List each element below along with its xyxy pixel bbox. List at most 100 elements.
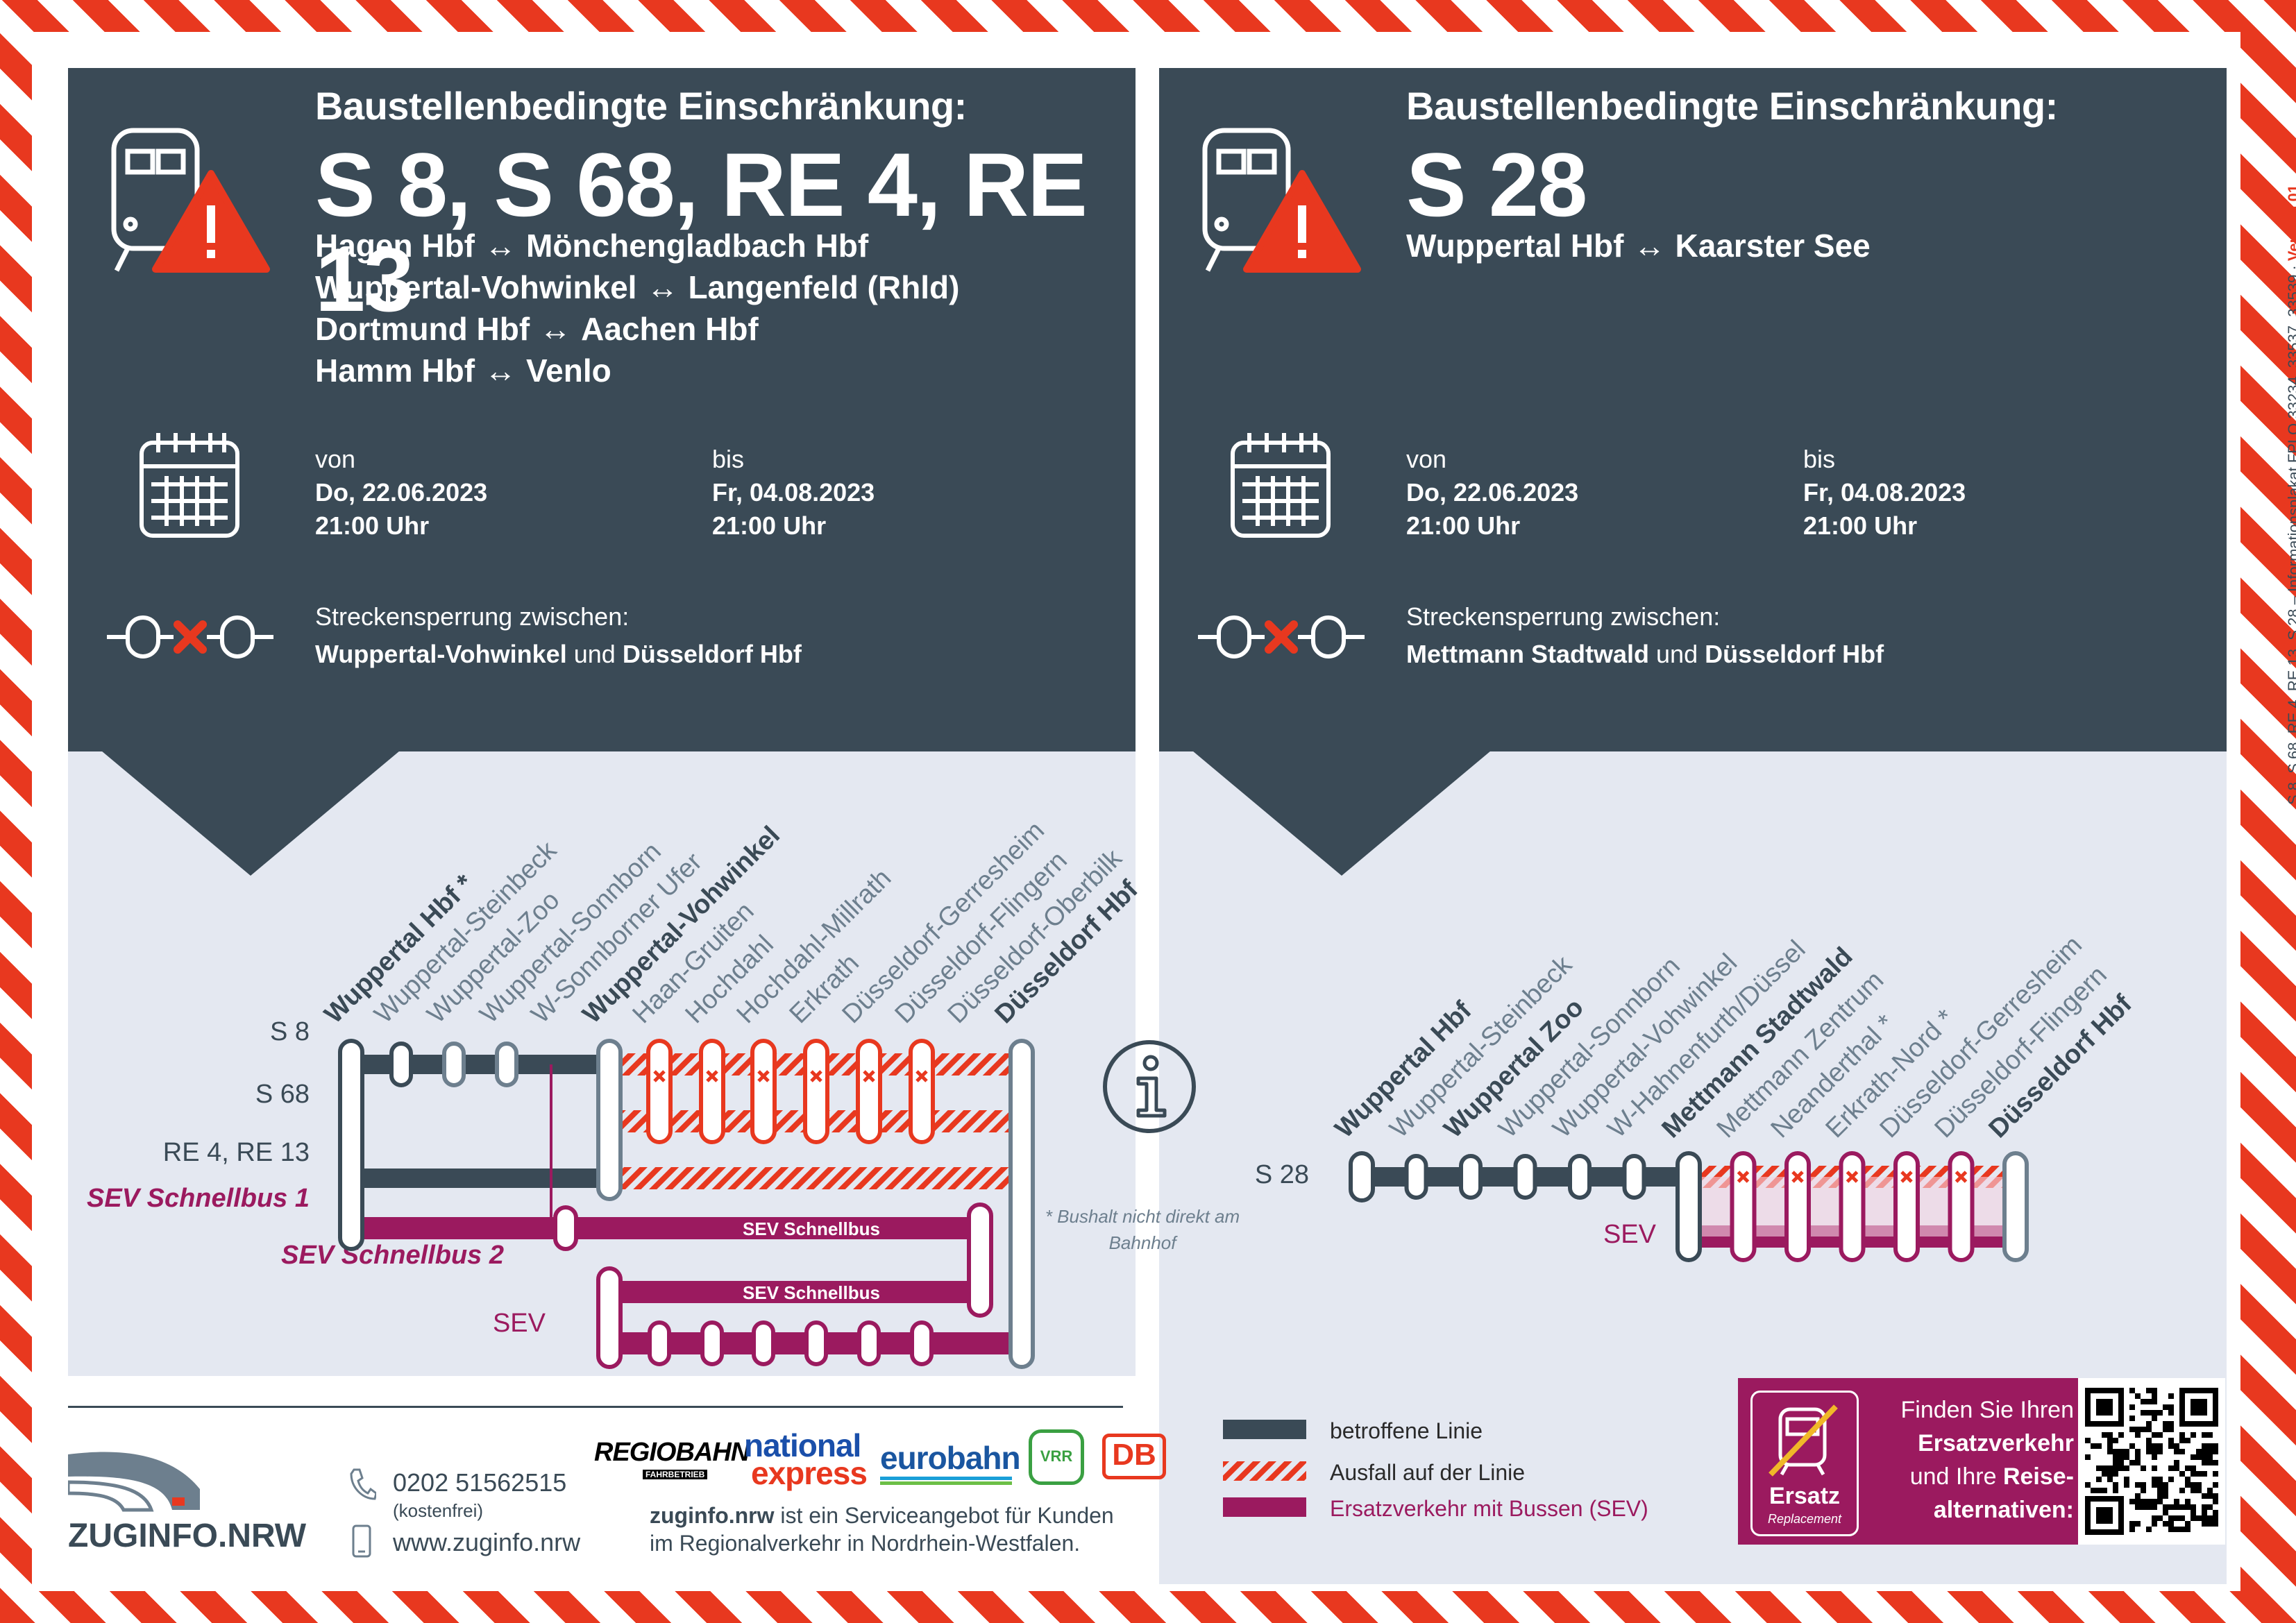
qr-module [2174,1443,2179,1449]
panel-eyebrow: Baustellenbedingte Einschränkung: [1406,84,2058,128]
qr-module [2207,1515,2213,1521]
phone-number[interactable]: 0202 51562515 [393,1468,567,1497]
service-line-1: zuginfo.nrw ist ein Serviceangebot für K… [650,1503,1114,1529]
regiobahn-logo: REGIOBAHN [594,1438,750,1467]
terminal-vohwinkel [596,1039,623,1201]
qr-module [2129,1416,2135,1421]
qr-module [2157,1482,2163,1488]
qr-module [2135,1393,2141,1399]
qr-module [2168,1515,2174,1521]
qr-module [2152,1482,2157,1488]
stop-s28 [1513,1154,1537,1200]
phone-icon [350,1468,376,1500]
qr-module [2107,1471,2113,1477]
qr-module [2091,1443,2096,1449]
qr-module [2191,1488,2196,1493]
qr-module [2157,1493,2163,1499]
qr-module [2191,1465,2196,1471]
qr-module [2146,1449,2152,1454]
qr-module [2129,1499,2135,1504]
qr-module [2141,1482,2146,1488]
qr-module [2107,1465,2113,1471]
footnote: * Bushalt nicht direkt am Bahnhof [1045,1206,1240,1253]
qr-module [2168,1527,2174,1532]
qr-module [2107,1443,2113,1449]
qr-module [2096,1465,2102,1471]
terminal-wuppertal-hbf [338,1039,364,1251]
right-line-diagram [1349,1151,2029,1262]
stop-cancelled-sev [1784,1151,1811,1262]
stop-s8 [389,1042,413,1087]
national-express-logo-2: express [751,1455,868,1491]
qr-module [2141,1399,2146,1404]
qr-module [2107,1449,2113,1454]
row-label-sev-schnellbus-1: SEV Schnellbus 1 [87,1184,310,1213]
legend-swatches [1223,1420,1306,1517]
qr-module [2118,1460,2124,1465]
qr-code-area[interactable] [2078,1378,2225,1545]
qr-module [2168,1477,2174,1482]
line-re-active [351,1169,609,1188]
qr-module [2168,1521,2174,1527]
qr-module [2163,1521,2168,1527]
row-label-s28: S 28 [1254,1160,1309,1189]
qr-module [2213,1443,2218,1449]
qr-module [2135,1449,2141,1454]
qr-module [2107,1432,2113,1438]
ersatz-badge-title: Ersatz [1769,1483,1841,1509]
qr-module [2213,1482,2218,1488]
stop-cancelled-sev [1893,1151,1920,1262]
route-item: Hagen Hbf ↔ Mönchengladbach Hbf [315,225,959,266]
ersatz-line-4: alternativen: [1933,1497,2074,1523]
date-from-time: 21:00 Uhr [1406,511,1521,540]
terminal-wuppertal-hbf [1349,1151,1375,1203]
stop-s8 [495,1042,518,1087]
route-to: Mönchengladbach Hbf [526,228,869,264]
qr-module [2213,1471,2218,1477]
stop-cancelled [803,1039,829,1144]
zuginfo-logo-icon [68,1452,200,1512]
route-item: Hamm Hbf ↔ Venlo [315,350,959,391]
legend-replacement-swatch [1223,1497,1306,1517]
qr-module [2213,1460,2218,1465]
date-to-time: 21:00 Uhr [1803,511,1918,540]
legend-affected-swatch [1223,1420,1306,1439]
qr-module [2146,1388,2152,1393]
qr-module [2135,1460,2141,1465]
line-cancelled-section [609,1167,1022,1189]
qr-module [2129,1521,2135,1527]
qr-module [2152,1454,2157,1460]
qr-module [2152,1393,2157,1399]
smartphone-icon [352,1524,371,1558]
qr-module [2207,1504,2213,1510]
qr-module [2168,1410,2174,1416]
zuginfo-brand: ZUGINFO.NRW [68,1518,307,1554]
website-link[interactable]: www.zuginfo.nrw [393,1528,581,1556]
closure-info: Streckensperrung zwischen: Mettmann Stad… [1406,598,1884,673]
line-sev-schnellbus-2 [609,1281,991,1303]
cancel-mark [1955,1171,1968,1183]
qr-module [2179,1515,2185,1521]
cancel-mark [915,1070,928,1082]
info-icon [1103,1040,1196,1133]
qr-module [2152,1504,2157,1510]
qr-module [2157,1410,2163,1416]
qr-module [2196,1488,2202,1493]
sev-schnellbus-label: SEV Schnellbus [743,1282,880,1303]
qr-module [2163,1421,2168,1427]
stop-s28 [1568,1154,1592,1200]
qr-finder [2096,1507,2113,1524]
left-panel-pointer [101,751,400,876]
qr-module [2124,1477,2129,1482]
affected-lines-title: S 8, S 68, RE 4, RE 13 [315,134,1088,330]
qr-module [2146,1504,2152,1510]
date-from: von Do, 22.06.2023 21:00 Uhr [1406,443,1578,543]
ersatz-line-3b: Reise- [2002,1463,2074,1490]
qr-module [2213,1510,2218,1515]
qr-module [2185,1465,2191,1471]
sev-schnellbus-label: SEV Schnellbus [743,1218,880,1239]
stop-cancelled-sev [1839,1151,1866,1262]
qr-module [2152,1416,2157,1421]
qr-module [2163,1488,2168,1493]
route-to: Aachen Hbf [581,311,759,347]
